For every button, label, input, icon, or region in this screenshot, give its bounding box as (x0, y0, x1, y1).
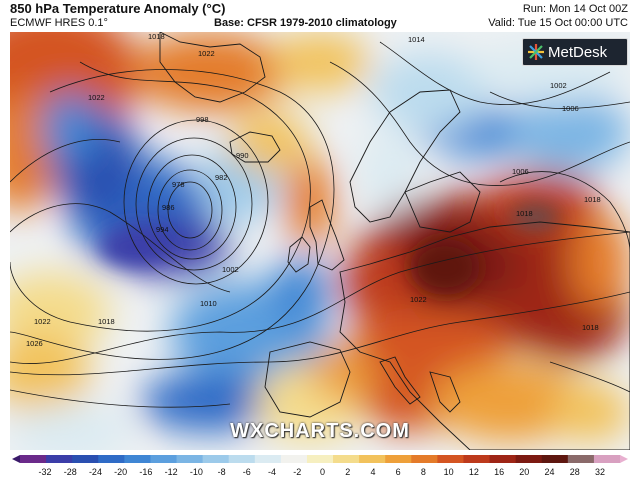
colorbar-graphic: -32 -28 -24 -20 -16 -12 -10 -8 -6 -4 -2 0 2 4 6 8 10 12 16… (12, 455, 628, 477)
colorbar-tick-label: -6 (243, 467, 251, 477)
map-title: 850 hPa Temperature Anomaly (°C) (10, 1, 226, 16)
isobar-label: 1018 (148, 32, 165, 41)
colorbar-cell (333, 455, 360, 463)
colorbar-tick-label: 8 (421, 467, 426, 477)
colorbar-cell (541, 455, 569, 463)
colorbar-tick-label: 6 (396, 467, 401, 477)
colorbar-cell (489, 455, 517, 463)
isobar-label: 1018 (584, 195, 601, 204)
isobar-label: 978 (172, 180, 185, 189)
isobar-label: 1006 (512, 167, 529, 176)
colorbar-tick-label: -16 (139, 467, 152, 477)
colorbar-tick-label: -28 (64, 467, 77, 477)
isobar-label: 1018 (516, 209, 533, 218)
colorbar-tick-label: 12 (469, 467, 479, 477)
metdesk-logo-text: MetDesk (548, 43, 608, 61)
colorbar-cell (176, 455, 204, 463)
isobar-label: 1022 (34, 317, 51, 326)
valid-time-label: Valid: Tue 15 Oct 00:00 UTC (488, 17, 628, 29)
isobar-label: 1022 (198, 49, 215, 58)
isobars (10, 41, 630, 408)
isobar-label: 1022 (88, 93, 105, 102)
isobar-label: 1002 (222, 265, 239, 274)
colorbar-tick-label: 4 (370, 467, 375, 477)
colorbar-cell (124, 455, 151, 463)
colorbar-tick-labels: -32 -28 -24 -20 -16 -12 -10 -8 -6 -4 -2 0 2 4 6 8 10 12 16… (38, 467, 605, 477)
colorbar-tick-label: -12 (165, 467, 178, 477)
anomaly-cores (100, 203, 560, 295)
colorbar-tick-label: 32 (595, 467, 605, 477)
colorbar-tick-label: -10 (190, 467, 203, 477)
colorbar-tick-label: 2 (345, 467, 350, 477)
isobar-label: 1018 (98, 317, 115, 326)
isobar-label: 998 (196, 115, 209, 124)
isobar-label: 1022 (410, 295, 427, 304)
colorbar-tick-label: -20 (114, 467, 127, 477)
metdesk-logo: MetDesk (522, 38, 628, 66)
isobar-label: 982 (215, 173, 228, 182)
colorbar-cell (515, 455, 543, 463)
climatology-base-label: Base: CFSR 1979-2010 climatology (214, 17, 397, 29)
colorbar-cells (20, 455, 621, 463)
colorbar-tick-label: -8 (218, 467, 226, 477)
isobar-label: 990 (236, 151, 249, 160)
colorbar-cell (72, 455, 99, 463)
colorbar-cell (385, 455, 412, 463)
header: 850 hPa Temperature Anomaly (°C) ECMWF H… (0, 0, 640, 32)
isobar-label: 1010 (200, 299, 217, 308)
coastlines (159, 32, 630, 450)
colorbar-tick-label: 0 (320, 467, 325, 477)
colorbar-tick-label: 16 (494, 467, 504, 477)
colorbar-cell (411, 455, 438, 463)
colorbar-tick-label: -2 (293, 467, 301, 477)
isobar-label: 1002 (550, 81, 567, 90)
colorbar-cell (593, 455, 621, 463)
colorbar-cell (567, 455, 595, 463)
colorbar-cell (306, 455, 334, 463)
colorbar-tick-label: 10 (444, 467, 454, 477)
wxcharts-watermark: WXCHARTS.COM (230, 420, 410, 442)
colorbar-tick-label: 28 (570, 467, 580, 477)
colorbar-cell (359, 455, 386, 463)
colorbar-cell (20, 455, 47, 463)
isobar-label: 994 (156, 225, 169, 234)
isobar-label: 1026 (26, 339, 43, 348)
colorbar-cell (46, 455, 73, 463)
anomaly-map: 1018 1022 1022 998 990 982 978 986 994 1… (10, 32, 630, 450)
isobar-labels: 1018 1022 1022 998 990 982 978 986 994 1… (26, 32, 601, 348)
colorbar-tick-label: 24 (545, 467, 555, 477)
model-label: ECMWF HRES 0.1° (10, 17, 108, 29)
isobar-label: 1018 (582, 323, 599, 332)
metdesk-star-icon (528, 44, 544, 60)
isobar-label: 1006 (562, 104, 579, 113)
map-canvas: 1018 1022 1022 998 990 982 978 986 994 1… (10, 32, 630, 450)
colorbar-min-arrow (12, 455, 20, 463)
colorbar-tick-label: 20 (519, 467, 529, 477)
colorbar-cell (437, 455, 464, 463)
colorbar-cell (280, 455, 308, 463)
isobar-label: 986 (162, 203, 175, 212)
colorbar: -32 -28 -24 -20 -16 -12 -10 -8 -6 -4 -2 0 2 4 6 8 10 12 16… (0, 450, 640, 480)
colorbar-tick-label: -24 (89, 467, 102, 477)
colorbar-cell (150, 455, 178, 463)
colorbar-tick-label: -4 (268, 467, 276, 477)
colorbar-max-arrow (620, 455, 628, 463)
colorbar-cell (98, 455, 125, 463)
colorbar-cell (254, 455, 282, 463)
colorbar-cell (202, 455, 230, 463)
colorbar-tick-label: -32 (38, 467, 51, 477)
colorbar-cell (228, 455, 256, 463)
isobar-label: 1014 (408, 35, 425, 44)
run-time-label: Run: Mon 14 Oct 00Z (522, 3, 628, 15)
colorbar-cell (463, 455, 491, 463)
